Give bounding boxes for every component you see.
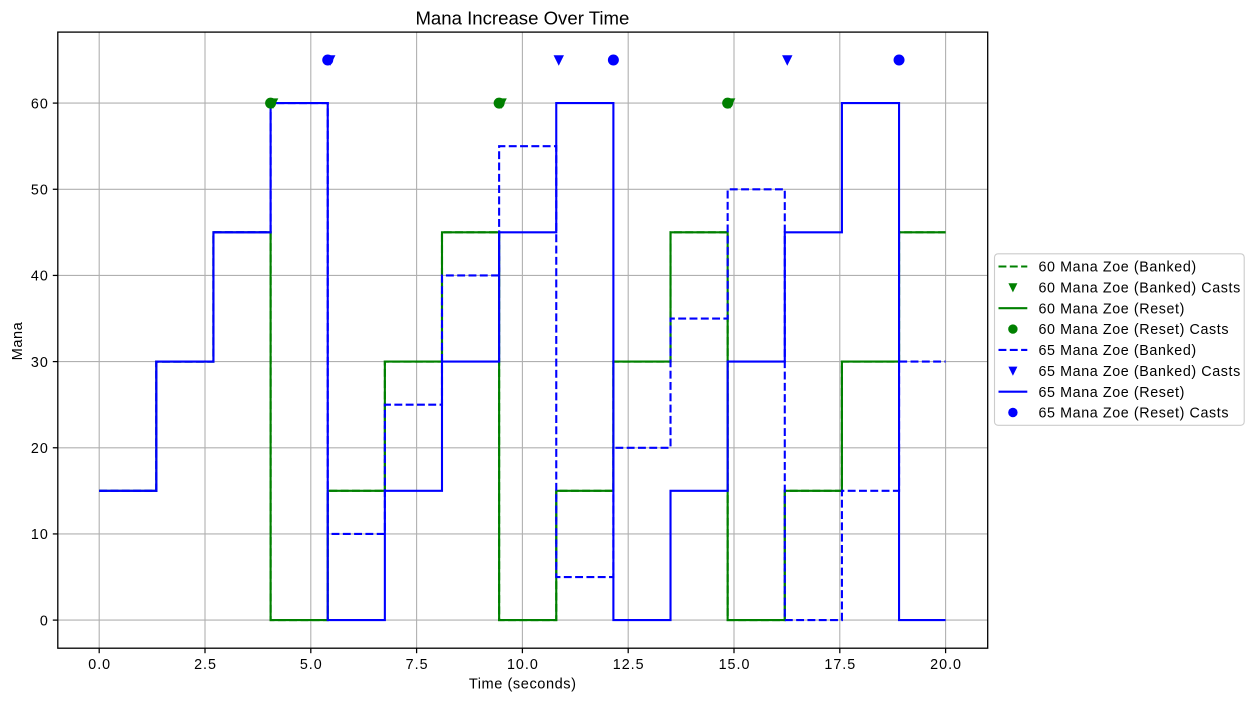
svg-text:65 Mana Zoe (Reset): 65 Mana Zoe (Reset) bbox=[1039, 385, 1186, 401]
svg-text:12.5: 12.5 bbox=[613, 657, 645, 673]
svg-text:15.0: 15.0 bbox=[719, 657, 751, 673]
svg-text:5.0: 5.0 bbox=[300, 657, 323, 673]
svg-text:Time (seconds): Time (seconds) bbox=[469, 677, 577, 693]
svg-text:60 Mana Zoe (Reset) Casts: 60 Mana Zoe (Reset) Casts bbox=[1039, 322, 1230, 338]
svg-text:10.0: 10.0 bbox=[507, 657, 539, 673]
svg-text:0: 0 bbox=[40, 613, 49, 629]
svg-text:30: 30 bbox=[31, 355, 49, 371]
svg-text:60: 60 bbox=[31, 96, 49, 112]
svg-text:60 Mana Zoe (Reset): 60 Mana Zoe (Reset) bbox=[1039, 301, 1186, 317]
svg-text:Mana: Mana bbox=[10, 321, 26, 360]
svg-text:20: 20 bbox=[31, 441, 49, 457]
svg-text:60 Mana Zoe (Banked) Casts: 60 Mana Zoe (Banked) Casts bbox=[1039, 281, 1241, 297]
svg-text:50: 50 bbox=[31, 182, 49, 198]
svg-text:2.5: 2.5 bbox=[194, 657, 217, 673]
svg-text:65 Mana Zoe (Banked) Casts: 65 Mana Zoe (Banked) Casts bbox=[1039, 364, 1241, 380]
svg-text:60 Mana Zoe (Banked): 60 Mana Zoe (Banked) bbox=[1039, 260, 1197, 276]
svg-text:40: 40 bbox=[31, 269, 49, 285]
svg-text:7.5: 7.5 bbox=[406, 657, 429, 673]
svg-text:65 Mana Zoe (Reset) Casts: 65 Mana Zoe (Reset) Casts bbox=[1039, 406, 1230, 422]
svg-text:10: 10 bbox=[31, 527, 49, 543]
svg-text:17.5: 17.5 bbox=[824, 657, 856, 673]
svg-text:20.0: 20.0 bbox=[930, 657, 962, 673]
svg-text:0.0: 0.0 bbox=[88, 657, 111, 673]
svg-text:65 Mana Zoe (Banked): 65 Mana Zoe (Banked) bbox=[1039, 343, 1197, 359]
svg-text:Mana Increase Over Time: Mana Increase Over Time bbox=[415, 7, 629, 28]
